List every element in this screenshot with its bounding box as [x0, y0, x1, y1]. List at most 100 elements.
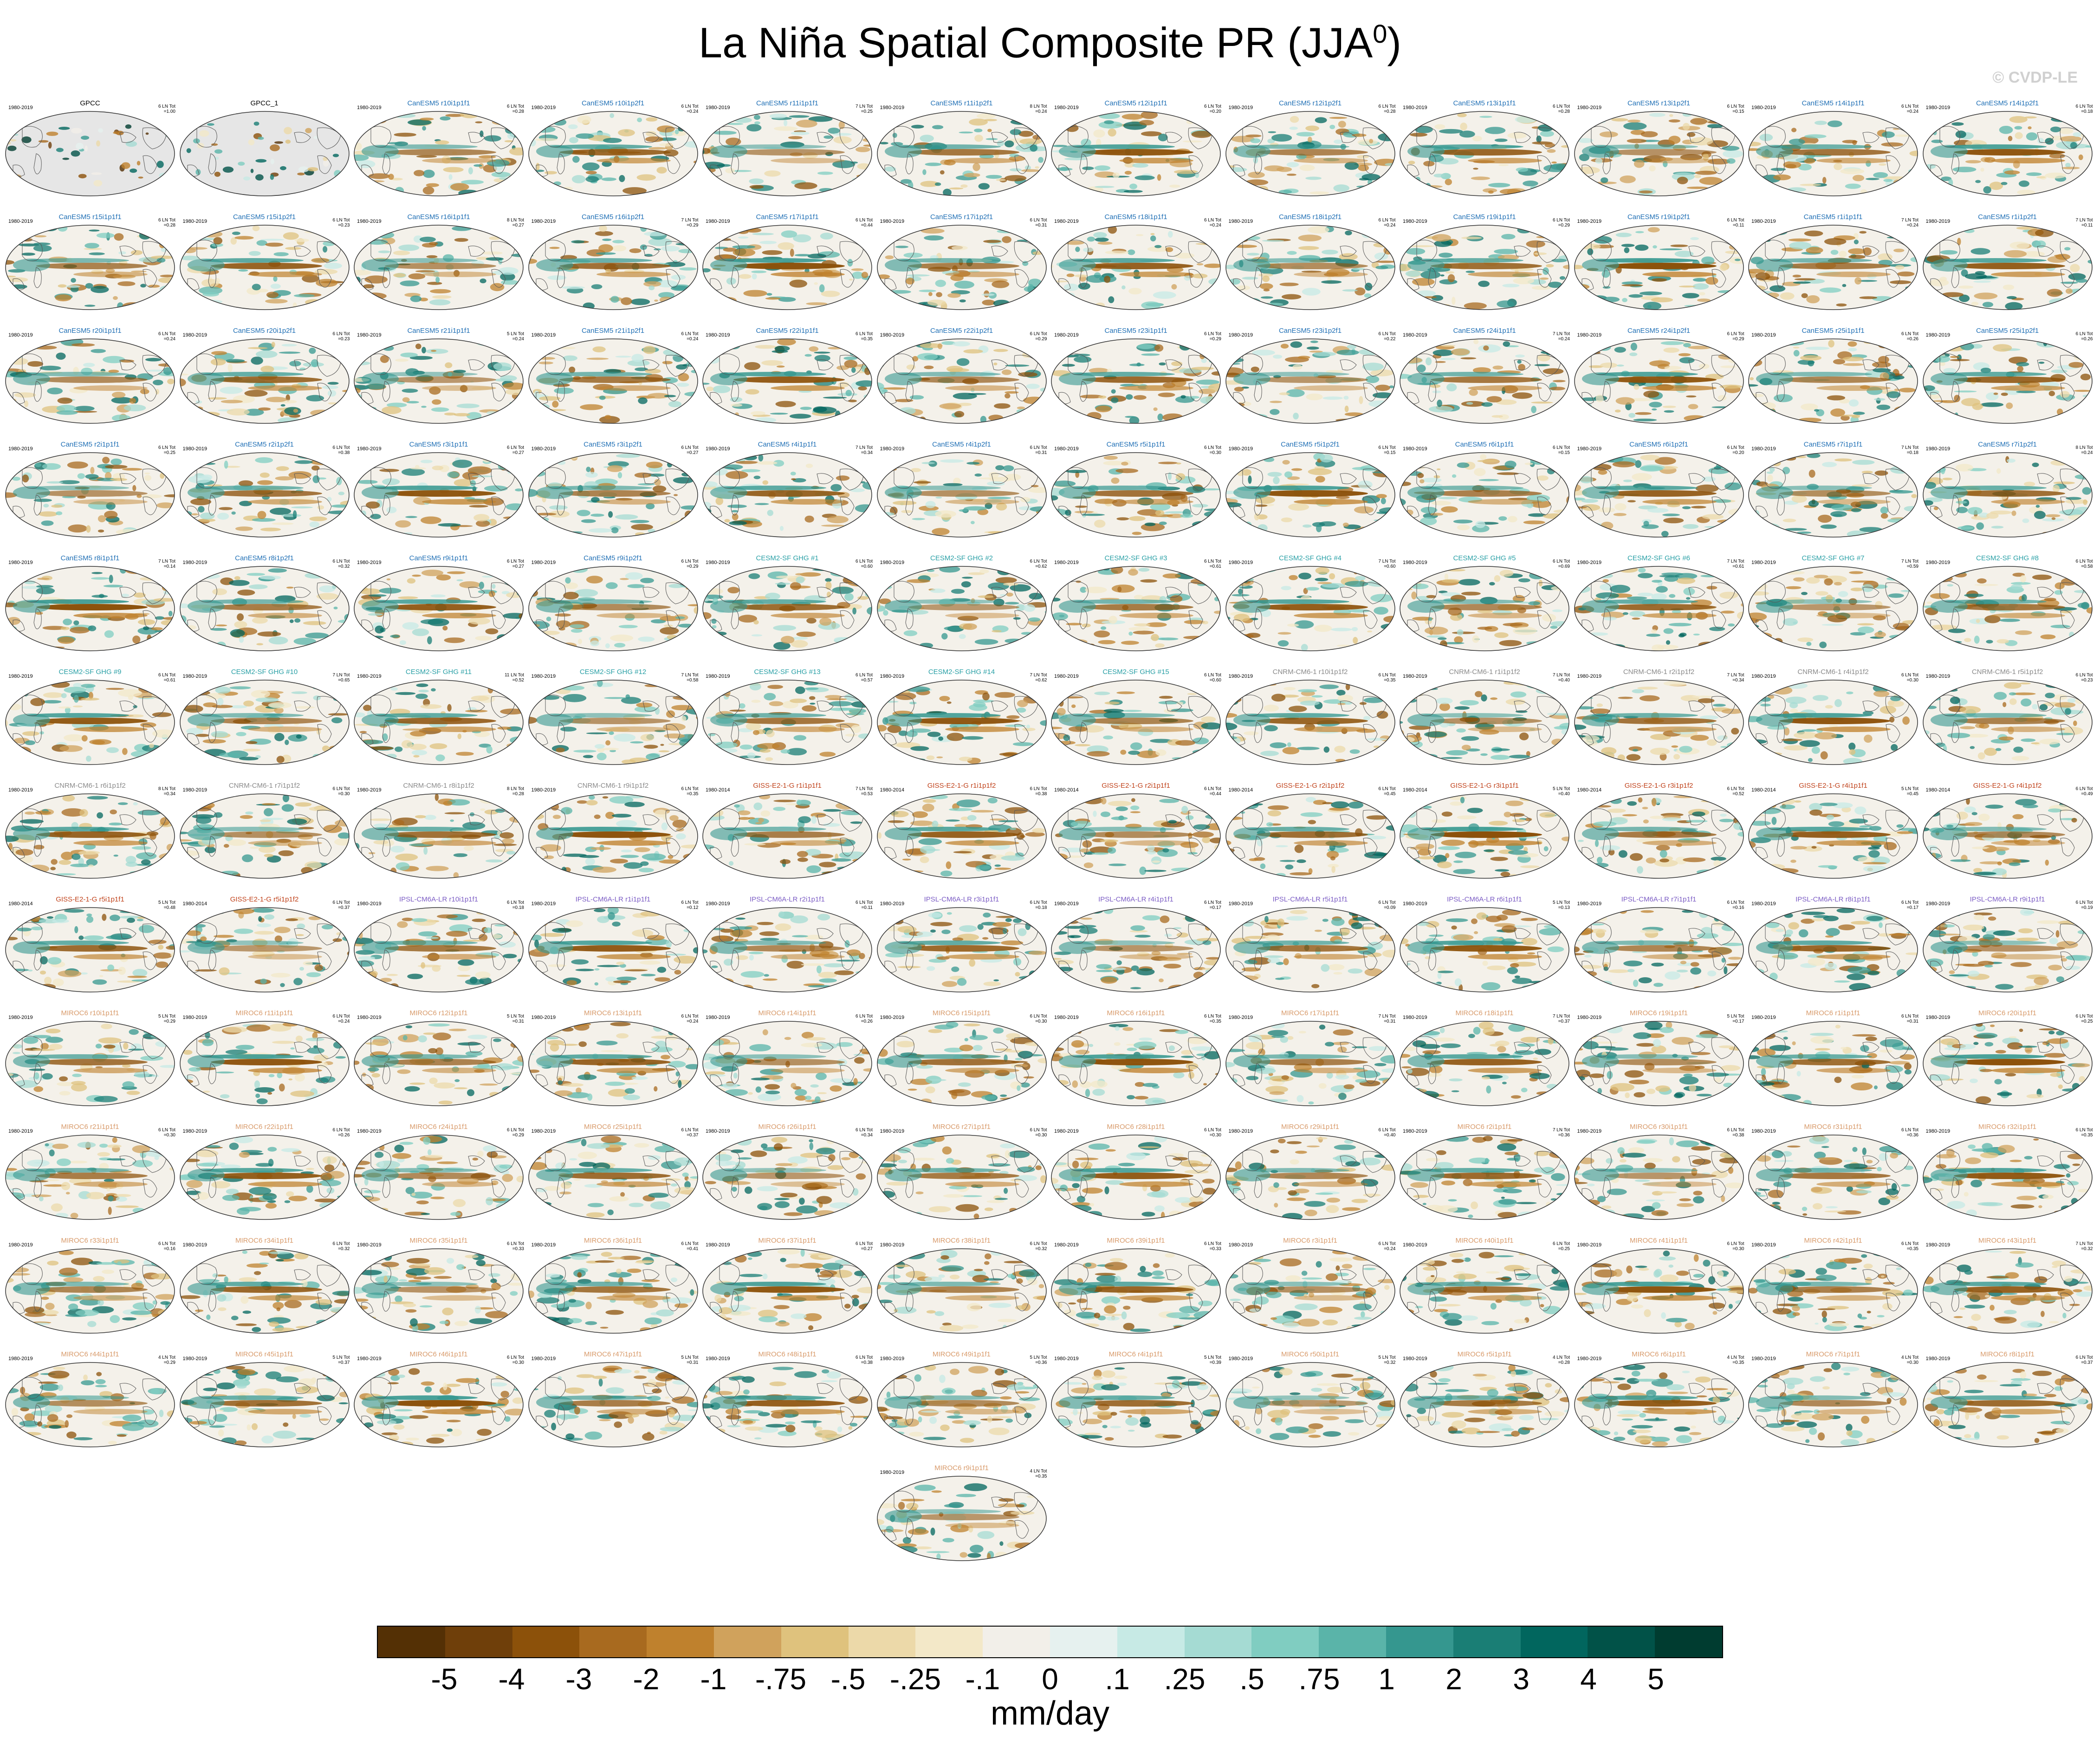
- panel-title: CESM2-SF GHG #15: [1102, 668, 1169, 676]
- panel-title: MIROC6 r37i1p1f1: [758, 1237, 817, 1245]
- panel-years: 1980-2019: [357, 446, 382, 452]
- global-map: [179, 111, 350, 196]
- global-map: [528, 1362, 698, 1447]
- panel-event-count: 6 LN Tot =0.29: [1030, 331, 1047, 342]
- panel-title: GISS-E2-1-G r1i1p1f1: [753, 782, 822, 790]
- panel-title: MIROC6 r4i1p1f1: [1108, 1350, 1163, 1358]
- panel-event-count: 6 LN Tot =0.69: [1552, 559, 1570, 569]
- map-panel: 1980-2019 CESM2-SF GHG #14 7 LN Tot =0.62: [875, 664, 1048, 766]
- panel-event-count: 6 LN Tot =0.35: [855, 331, 873, 342]
- panel-title: MIROC6 r3i1p1f1: [1283, 1237, 1337, 1245]
- global-map: [702, 566, 872, 651]
- map-panel: 1980-2019 CanESM5 r10i1p1f1 6 LN Tot =0.28: [352, 96, 525, 198]
- map-panel: 1980-2019 CESM2-SF GHG #11 11 LN Tot =0.52: [352, 664, 525, 766]
- global-map: [354, 225, 524, 310]
- panel-event-count: 6 LN Tot =0.27: [855, 1241, 873, 1252]
- map-panel: 1980-2019 CanESM5 r4i1p1f1 7 LN Tot =0.34: [701, 437, 874, 539]
- map-panel: 1980-2019 MIROC6 r36i1p1f1 6 LN Tot =0.41: [527, 1233, 700, 1335]
- panel-years: 1980-2014: [1577, 787, 1602, 793]
- map-panel: 1980-2014 GISS-E2-1-G r3i1p1f1 5 LN Tot =0…: [1398, 778, 1571, 880]
- panel-title: CanESM5 r2i1p1f1: [60, 441, 120, 448]
- map-panel: 1980-2019 MIROC6 r4i1p1f1 5 LN Tot =0.39: [1050, 1347, 1222, 1449]
- panel-title: CESM2-SF GHG #1: [756, 554, 819, 562]
- panel-title: CNRM-CM6-1 r4i1p1f2: [1797, 668, 1869, 676]
- panel-years: 1980-2019: [8, 1242, 33, 1248]
- panel-title: MIROC6 r8i1p1f1: [1980, 1350, 2035, 1358]
- global-map: [1922, 1135, 2093, 1220]
- global-map: [876, 225, 1047, 310]
- panel-event-count: 6 LN Tot =0.29: [1552, 218, 1570, 228]
- panel-title: CanESM5 r9i1p2f1: [583, 554, 642, 562]
- map-panel: 1980-2019 MIROC6 r8i1p1f1 6 LN Tot =0.37: [1921, 1347, 2094, 1449]
- panel-event-count: 6 LN Tot =0.24: [1378, 1241, 1396, 1252]
- panel-title: MIROC6 r17i1p1f1: [1281, 1009, 1340, 1017]
- panel-years: 1980-2019: [1228, 901, 1253, 907]
- colorbar-tick-label: 5: [1647, 1662, 1664, 1696]
- panel-event-count: 6 LN Tot =0.22: [1378, 331, 1396, 342]
- global-map: [354, 680, 524, 765]
- panel-years: 1980-2019: [1925, 219, 1951, 224]
- global-map: [1400, 1362, 1569, 1447]
- panel-event-count: 5 LN Tot =0.37: [332, 1355, 350, 1365]
- panel-event-count: 6 LN Tot =0.17: [1901, 900, 1919, 910]
- global-map: [1748, 1248, 1918, 1334]
- panel-event-count: 6 LN Tot =0.26: [1901, 331, 1919, 342]
- map-panel: 1980-2019 CanESM5 r15i1p1f1 6 LN Tot =0.28: [4, 209, 176, 311]
- panel-years: 1980-2019: [706, 1015, 730, 1020]
- map-panel: 1980-2019 CanESM5 r14i1p2f1 6 LN Tot =0.18: [1921, 96, 2094, 198]
- panel-years: 1980-2019: [1403, 1242, 1427, 1248]
- panel-years: 1980-2019: [531, 105, 556, 110]
- panel-event-count: 7 LN Tot =0.60: [1378, 559, 1396, 569]
- panel-title: CanESM5 r1i1p1f1: [1803, 213, 1863, 221]
- global-map: [179, 225, 350, 310]
- global-map: [5, 566, 175, 651]
- panel-event-count: 6 LN Tot =0.34: [855, 1128, 873, 1138]
- map-panel: 1980-2019 CanESM5 r15i1p2f1 6 LN Tot =0.23: [178, 209, 351, 311]
- panel-title: MIROC6 r45i1p1f1: [235, 1350, 294, 1358]
- panel-title: GISS-E2-1-G r5i1p1f2: [230, 895, 299, 903]
- panel-event-count: 6 LN Tot =0.30: [1030, 1014, 1047, 1024]
- panel-years: 1980-2019: [182, 1242, 207, 1248]
- panel-event-count: 6 LN Tot =0.27: [506, 445, 524, 455]
- panel-title: MIROC6 r35i1p1f1: [409, 1237, 468, 1245]
- panel-years: 1980-2019: [1751, 332, 1776, 338]
- panel-title: IPSL-CM6A-LR r7i1p1f1: [1621, 895, 1697, 903]
- panel-title: CanESM5 r3i1p1f1: [409, 441, 468, 448]
- global-map: [876, 1135, 1047, 1220]
- panel-years: 1980-2019: [1751, 1356, 1776, 1362]
- map-panel: 1980-2019 CanESM5 r19i1p1f1 6 LN Tot =0.29: [1398, 209, 1571, 311]
- panel-title: CanESM5 r11i1p1f1: [756, 99, 818, 107]
- panel-years: 1980-2019: [357, 1015, 382, 1020]
- global-map: [1922, 111, 2093, 196]
- map-panel: 1980-2019 MIROC6 r26i1p1f1 6 LN Tot =0.34: [701, 1119, 874, 1221]
- panel-years: 1980-2019: [1054, 332, 1079, 338]
- colorbar-tick-label: -.5: [830, 1662, 866, 1696]
- global-map: [1748, 452, 1918, 538]
- global-map: [5, 1362, 175, 1447]
- global-map: [1922, 793, 2093, 879]
- map-panel: 1980-2019 CanESM5 r12i1p2f1 6 LN Tot =0.28: [1224, 96, 1397, 198]
- panel-title: GISS-E2-1-G r5i1p1f1: [56, 895, 124, 903]
- panel-event-count: 6 LN Tot =0.29: [1727, 331, 1744, 342]
- panel-title: MIROC6 r1i1p1f1: [1806, 1009, 1860, 1017]
- global-map: [702, 793, 872, 879]
- panel-event-count: 6 LN Tot =0.35: [1204, 1014, 1221, 1024]
- panel-event-count: 6 LN Tot =0.28: [1378, 104, 1396, 114]
- panel-event-count: 8 LN Tot =0.27: [506, 218, 524, 228]
- global-map: [1922, 452, 2093, 538]
- map-panel: 1980-2014 GISS-E2-1-G r5i1p1f2 6 LN Tot =0…: [178, 892, 351, 994]
- map-panel: 1980-2019 MIROC6 r13i1p1f1 6 LN Tot =0.24: [527, 1005, 700, 1108]
- panel-years: 1980-2019: [1054, 560, 1079, 565]
- panel-event-count: 7 LN Tot =0.18: [1901, 445, 1919, 455]
- panel-title: CanESM5 r9i1p1f1: [409, 554, 468, 562]
- map-panel: 1980-2019 CESM2-SF GHG #1 6 LN Tot =0.60: [701, 551, 874, 653]
- map-panel: 1980-2019 IPSL-CM6A-LR r10i1p1f1 6 LN Tot …: [352, 892, 525, 994]
- panel-title: MIROC6 r36i1p1f1: [583, 1237, 642, 1245]
- panel-event-count: 5 LN Tot =0.31: [681, 1355, 699, 1365]
- map-panel: 1980-2019 CNRM-CM6-1 r1i1p1f2 7 LN Tot =0.…: [1398, 664, 1571, 766]
- panel-title: MIROC6 r26i1p1f1: [758, 1123, 817, 1131]
- panel-event-count: 6 LN Tot =0.52: [1727, 786, 1744, 797]
- panel-title: CanESM5 r17i1p1f1: [756, 213, 819, 221]
- panel-title: GISS-E2-1-G r4i1p1f2: [1973, 782, 2042, 790]
- map-panel: 1980-2019 CESM2-SF GHG #3 6 LN Tot =0.61: [1050, 551, 1222, 653]
